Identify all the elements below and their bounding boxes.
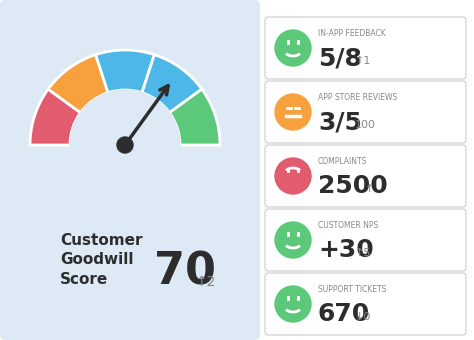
FancyBboxPatch shape [265, 17, 466, 79]
Circle shape [70, 90, 180, 200]
Text: ↑1: ↑1 [355, 56, 371, 66]
Text: 2500: 2500 [318, 174, 388, 198]
FancyBboxPatch shape [265, 81, 466, 143]
FancyBboxPatch shape [265, 273, 466, 335]
Wedge shape [142, 55, 202, 113]
Text: ↑5: ↑5 [355, 248, 371, 258]
Wedge shape [170, 89, 220, 145]
Circle shape [275, 94, 311, 130]
Text: 670: 670 [318, 302, 370, 326]
Text: CUSTOMER NPS: CUSTOMER NPS [318, 221, 378, 231]
Text: ↑: ↑ [365, 184, 374, 194]
Wedge shape [96, 50, 155, 93]
Text: SUPPORT TICKETS: SUPPORT TICKETS [318, 286, 386, 294]
Text: +30: +30 [318, 238, 374, 262]
Circle shape [275, 30, 311, 66]
Circle shape [275, 158, 311, 194]
Wedge shape [30, 89, 81, 145]
Text: 100: 100 [355, 120, 375, 130]
FancyBboxPatch shape [265, 145, 466, 207]
Text: 5/8: 5/8 [318, 46, 362, 70]
Text: APP STORE REVIEWS: APP STORE REVIEWS [318, 94, 397, 102]
Circle shape [275, 286, 311, 322]
Circle shape [117, 137, 133, 153]
Text: COMPLAINTS: COMPLAINTS [318, 157, 367, 167]
FancyBboxPatch shape [265, 209, 466, 271]
Text: IN-APP FEEDBACK: IN-APP FEEDBACK [318, 30, 386, 38]
Text: Customer
Goodwill
Score: Customer Goodwill Score [60, 233, 143, 287]
FancyBboxPatch shape [0, 0, 260, 340]
Wedge shape [48, 55, 108, 113]
Text: 3/5: 3/5 [318, 110, 362, 134]
Text: 70: 70 [154, 251, 216, 293]
Circle shape [275, 222, 311, 258]
Text: ↓0: ↓0 [355, 312, 371, 322]
Text: ↑2: ↑2 [195, 275, 215, 289]
